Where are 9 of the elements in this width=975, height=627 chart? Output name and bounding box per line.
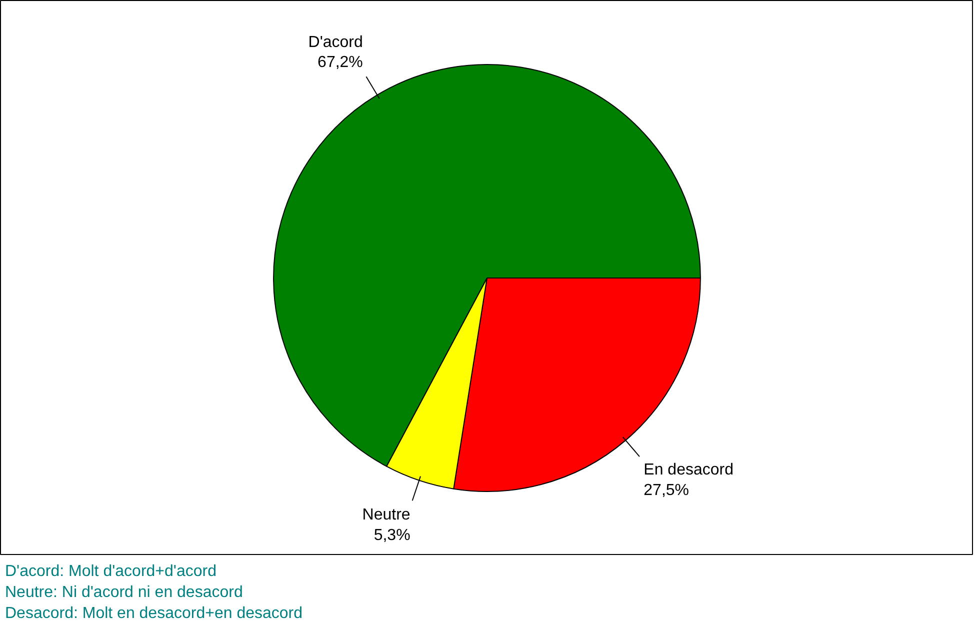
- slice-label: En desacord: [644, 461, 734, 478]
- data-label: 27,5%: [644, 482, 690, 499]
- text: Desacord: Molt en desacord+en desacord: [5, 604, 303, 622]
- text: Neutre: Ni d'acord ni en desacord: [5, 584, 243, 601]
- data-label: 67,2%: [318, 54, 363, 72]
- text: D'acord: Molt d'acord+d'acord: [5, 563, 216, 580]
- data-label: 5,3%: [374, 527, 410, 544]
- slice-label: D'acord: [308, 34, 363, 51]
- slice-label: Neutre: [362, 506, 410, 524]
